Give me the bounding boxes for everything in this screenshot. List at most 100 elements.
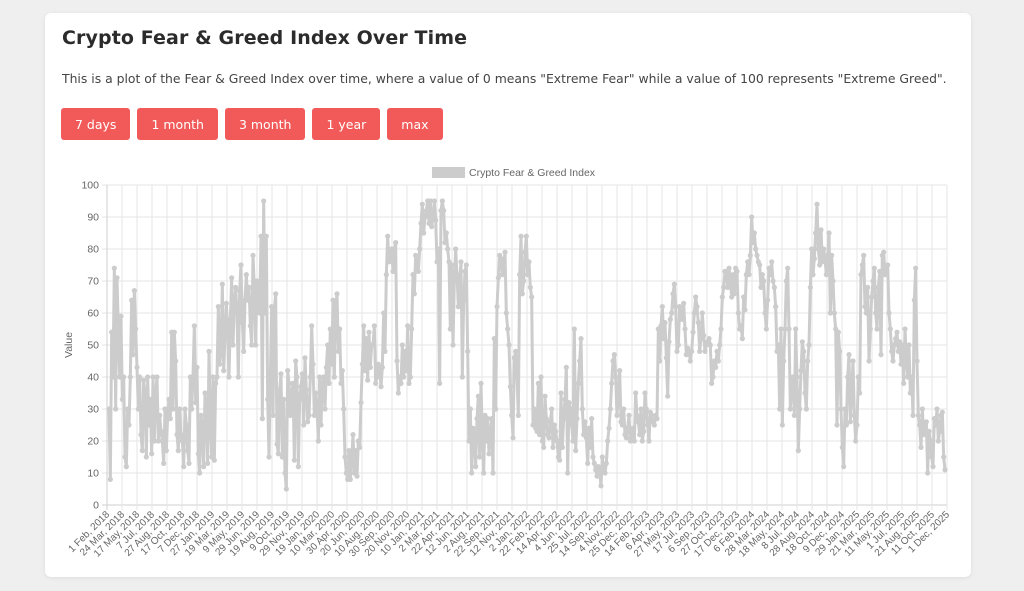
data-point bbox=[599, 454, 605, 460]
data-point bbox=[381, 310, 387, 316]
data-point bbox=[275, 451, 281, 457]
data-point bbox=[702, 348, 708, 354]
data-point bbox=[111, 265, 117, 271]
data-point bbox=[895, 348, 901, 354]
data-point bbox=[706, 336, 712, 342]
data-point bbox=[313, 390, 319, 396]
data-point bbox=[126, 422, 132, 428]
data-point bbox=[303, 387, 309, 393]
data-point bbox=[278, 371, 284, 377]
data-point bbox=[825, 252, 831, 258]
data-point bbox=[893, 336, 899, 342]
data-point bbox=[391, 246, 397, 252]
data-point bbox=[433, 217, 439, 223]
data-point bbox=[195, 451, 201, 457]
range-button-3-month[interactable]: 3 month bbox=[224, 108, 306, 140]
y-tick-label: 40 bbox=[87, 372, 99, 384]
data-point bbox=[419, 201, 425, 207]
data-point bbox=[855, 374, 861, 380]
data-point bbox=[350, 432, 356, 438]
data-point bbox=[899, 342, 905, 348]
data-point bbox=[401, 374, 407, 380]
data-point bbox=[501, 262, 507, 268]
data-point bbox=[282, 470, 288, 476]
data-point bbox=[867, 326, 873, 332]
data-point bbox=[815, 246, 821, 252]
data-point bbox=[765, 297, 771, 303]
data-point bbox=[246, 284, 252, 290]
data-point bbox=[561, 416, 567, 422]
data-point bbox=[547, 419, 553, 425]
range-button-1-year[interactable]: 1 year bbox=[312, 108, 381, 140]
data-point bbox=[771, 284, 777, 290]
data-point bbox=[907, 390, 913, 396]
data-point bbox=[343, 470, 349, 476]
data-point bbox=[449, 262, 455, 268]
data-point bbox=[130, 352, 136, 358]
data-point bbox=[794, 374, 800, 380]
data-point bbox=[642, 390, 648, 396]
y-tick-label: 30 bbox=[87, 404, 99, 416]
range-button-7-days[interactable]: 7 days bbox=[61, 108, 131, 140]
data-point bbox=[517, 272, 523, 278]
data-point bbox=[218, 348, 224, 354]
data-point bbox=[359, 361, 365, 367]
data-point bbox=[141, 377, 147, 383]
data-point bbox=[842, 406, 848, 412]
data-point bbox=[110, 374, 116, 380]
data-point bbox=[673, 304, 679, 310]
data-point bbox=[375, 361, 381, 367]
range-button-1-month[interactable]: 1 month bbox=[137, 108, 218, 140]
data-point bbox=[930, 464, 936, 470]
data-point bbox=[257, 310, 263, 316]
data-point bbox=[445, 246, 451, 252]
data-point bbox=[546, 435, 552, 441]
data-point bbox=[385, 233, 391, 239]
data-point bbox=[475, 393, 481, 399]
data-point bbox=[415, 268, 421, 274]
data-point bbox=[789, 384, 795, 390]
data-point bbox=[231, 300, 237, 306]
data-point bbox=[934, 406, 940, 412]
data-point bbox=[109, 329, 115, 335]
data-point bbox=[503, 310, 509, 316]
data-point bbox=[423, 208, 429, 214]
data-point bbox=[481, 470, 487, 476]
data-point bbox=[502, 249, 508, 255]
data-point bbox=[597, 470, 603, 476]
data-point bbox=[486, 451, 492, 457]
data-point bbox=[663, 355, 669, 361]
data-point bbox=[219, 281, 225, 287]
data-point bbox=[270, 412, 276, 418]
data-point bbox=[606, 425, 612, 431]
data-point bbox=[607, 406, 613, 412]
data-point bbox=[143, 454, 149, 460]
data-point bbox=[853, 438, 859, 444]
data-point bbox=[699, 310, 705, 316]
data-point bbox=[409, 326, 415, 332]
data-point bbox=[901, 380, 907, 386]
data-point bbox=[667, 316, 673, 322]
data-point bbox=[889, 348, 895, 354]
chart-legend[interactable]: Crypto Fear & Greed Index bbox=[432, 167, 596, 179]
data-point bbox=[707, 342, 713, 348]
y-tick-label: 10 bbox=[87, 468, 99, 480]
data-point bbox=[491, 336, 497, 342]
data-point bbox=[473, 464, 479, 470]
data-point bbox=[262, 310, 268, 316]
data-point bbox=[354, 473, 360, 479]
data-point bbox=[238, 262, 244, 268]
range-button-max[interactable]: max bbox=[387, 108, 443, 140]
data-point bbox=[805, 358, 811, 364]
data-point bbox=[935, 438, 941, 444]
data-point bbox=[113, 406, 119, 412]
data-point bbox=[485, 416, 491, 422]
data-point bbox=[178, 432, 184, 438]
data-point bbox=[281, 396, 287, 402]
data-point bbox=[439, 198, 445, 204]
data-point bbox=[511, 355, 517, 361]
data-point bbox=[346, 448, 352, 454]
data-point bbox=[634, 412, 640, 418]
data-point bbox=[726, 265, 732, 271]
